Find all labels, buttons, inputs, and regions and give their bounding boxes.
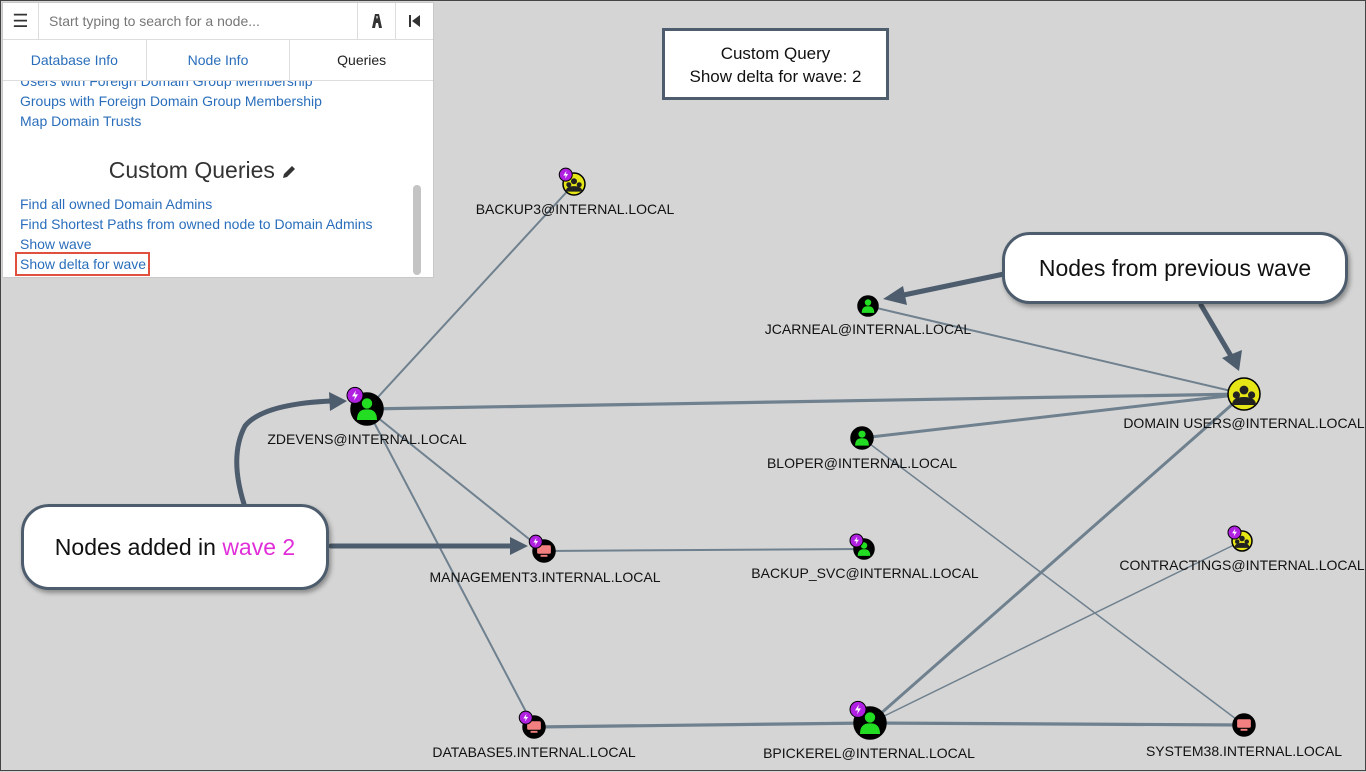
custom-queries-heading: Custom Queries (3, 157, 403, 184)
node-label: DATABASE5.INTERNAL.LOCAL (432, 744, 636, 760)
user-icon (860, 712, 880, 734)
node-backup3[interactable]: BACKUP3@INTERNAL.LOCAL (476, 167, 675, 217)
edge-zdevens-management3[interactable] (366, 408, 545, 552)
tab-database-info[interactable]: Database Info (3, 40, 147, 80)
node-contractings[interactable]: CONTRACTINGS@INTERNAL.LOCAL (1119, 525, 1365, 573)
callout-added-prefix: Nodes added in (54, 533, 223, 560)
edge-bloper-system38[interactable] (861, 437, 1245, 726)
queries-list: Users with Foreign Domain Group Membersh… (3, 81, 433, 277)
edge-zdevens-domainusers[interactable] (366, 392, 1245, 411)
edge-management3-backupsvc[interactable] (543, 548, 865, 552)
node-zdevens[interactable]: ZDEVENS@INTERNAL.LOCAL (267, 386, 467, 447)
query-users-foreign-domain[interactable]: Users with Foreign Domain Group Membersh… (20, 81, 313, 89)
node-label: DOMAIN USERS@INTERNAL.LOCAL (1123, 415, 1365, 431)
node-system38[interactable]: SYSTEM38.INTERNAL.LOCAL (1146, 713, 1342, 759)
node-bloper[interactable]: BLOPER@INTERNAL.LOCAL (767, 426, 957, 471)
edge-bpickerel-system38[interactable] (869, 721, 1245, 727)
node-label: BPICKEREL@INTERNAL.LOCAL (763, 745, 975, 761)
user-icon (357, 398, 377, 420)
arrow-to-domain-users (1198, 302, 1234, 359)
nodes-layer[interactable]: BACKUP3@INTERNAL.LOCAL JCARNEAL@INTERNAL.… (267, 167, 1365, 761)
info-subtitle: Show delta for wave: 2 (689, 67, 862, 86)
edge-bpickerel-domainusers[interactable] (869, 392, 1245, 725)
edge-bpickerel-contractings[interactable] (869, 540, 1243, 724)
user-icon (855, 430, 869, 446)
query-groups-foreign-domain[interactable]: Groups with Foreign Domain Group Members… (20, 93, 322, 109)
edge-bloper-domainusers[interactable] (861, 392, 1245, 440)
owned-lightning-icon (558, 167, 573, 182)
edges-layer (366, 183, 1245, 729)
owned-lightning-icon (849, 700, 867, 718)
query-show-wave[interactable]: Show wave (20, 236, 92, 252)
node-circle[interactable] (850, 426, 874, 450)
computer-icon (527, 721, 541, 733)
node-search-input[interactable] (39, 4, 357, 38)
node-label: JCARNEAL@INTERNAL.LOCAL (765, 321, 972, 337)
node-label: SYSTEM38.INTERNAL.LOCAL (1146, 743, 1342, 759)
arrow-to-zdevens (234, 398, 334, 507)
edge-zdevens-backup3[interactable] (366, 183, 575, 410)
node-label: BACKUP3@INTERNAL.LOCAL (476, 201, 675, 217)
info-title: Custom Query (720, 44, 831, 63)
query-show-delta-wave[interactable]: Show delta for wave (20, 256, 147, 272)
query-owned-domain-admins[interactable]: Find all owned Domain Admins (20, 196, 213, 212)
node-label: ZDEVENS@INTERNAL.LOCAL (267, 431, 467, 447)
scrollbar-thumb[interactable] (413, 185, 421, 275)
owned-lightning-icon (1227, 525, 1242, 540)
callout-added-wave: wave 2 (222, 533, 296, 560)
node-database5[interactable]: DATABASE5.INTERNAL.LOCAL (432, 710, 636, 760)
user-icon (857, 542, 871, 556)
node-management3[interactable]: MANAGEMENT3.INTERNAL.LOCAL (429, 534, 661, 585)
node-label: BLOPER@INTERNAL.LOCAL (767, 455, 957, 471)
search-bar: ☰ (3, 3, 433, 40)
callout-added-nodes: Nodes added in wave 2 (21, 504, 329, 590)
node-circle[interactable] (857, 295, 879, 317)
node-domainusers[interactable]: DOMAIN USERS@INTERNAL.LOCAL (1123, 377, 1365, 431)
edit-pencil-icon[interactable] (281, 164, 297, 180)
edge-jcarneal-domainusers[interactable] (867, 305, 1245, 395)
user-icon (861, 299, 875, 313)
tab-queries[interactable]: Queries (290, 40, 433, 80)
arrow-to-jcarneal-head (883, 286, 907, 305)
annotation-arrows (234, 271, 1242, 555)
group-icon (565, 178, 583, 192)
owned-lightning-icon (518, 710, 533, 725)
callout-added-text: Nodes added in wave 2 (55, 534, 295, 561)
node-label: CONTRACTINGS@INTERNAL.LOCAL (1119, 557, 1364, 573)
node-label: BACKUP_SVC@INTERNAL.LOCAL (751, 565, 979, 581)
owned-lightning-icon (346, 386, 364, 404)
node-backupsvc[interactable]: BACKUP_SVC@INTERNAL.LOCAL (751, 533, 979, 581)
query-shortest-paths-owned[interactable]: Find Shortest Paths from owned node to D… (20, 216, 373, 232)
node-label: MANAGEMENT3.INTERNAL.LOCAL (429, 569, 660, 585)
query-map-domain-trusts[interactable]: Map Domain Trusts (20, 113, 142, 129)
edge-database5-bpickerel[interactable] (533, 721, 871, 729)
edge-zdevens-database5[interactable] (366, 408, 535, 728)
collapse-panel-icon[interactable] (395, 3, 433, 39)
arrow-to-domain-users-head (1222, 350, 1242, 371)
pathfinding-icon[interactable] (357, 3, 395, 39)
arrow-to-jcarneal (896, 271, 1007, 299)
callout-previous-wave: Nodes from previous wave (1002, 232, 1348, 304)
owned-lightning-icon (849, 533, 864, 548)
menu-icon[interactable]: ☰ (3, 3, 39, 39)
tab-node-info[interactable]: Node Info (147, 40, 291, 80)
node-jcarneal[interactable]: JCARNEAL@INTERNAL.LOCAL (765, 295, 972, 337)
computer-icon (537, 545, 551, 557)
query-info-box: Custom Query Show delta for wave: 2 (662, 28, 889, 100)
arrow-to-management3-head (510, 537, 528, 555)
search-panel: ☰ Database Info Node Info Queries Users … (2, 2, 434, 278)
queries-scrollbar[interactable] (413, 81, 421, 277)
computer-icon (1237, 719, 1251, 731)
owned-lightning-icon (528, 534, 543, 549)
callout-previous-wave-text: Nodes from previous wave (1038, 254, 1312, 281)
arrow-to-zdevens-head (329, 392, 347, 411)
node-bpickerel[interactable]: BPICKEREL@INTERNAL.LOCAL (763, 700, 975, 761)
custom-queries-title: Custom Queries (108, 157, 275, 183)
group-icon (1232, 385, 1256, 405)
group-icon (1234, 535, 1250, 548)
selected-query-highlight (15, 252, 150, 276)
panel-tabs: Database Info Node Info Queries (3, 40, 433, 81)
